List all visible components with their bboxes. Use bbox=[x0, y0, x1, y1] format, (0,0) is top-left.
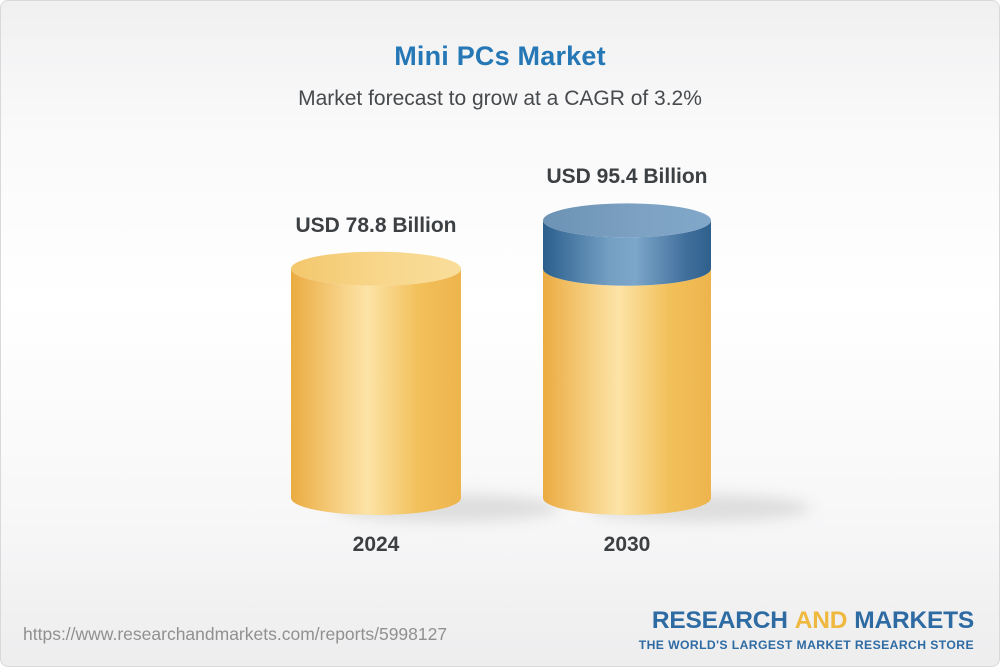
logo-wordmark: RESEARCH AND MARKETS bbox=[639, 607, 974, 635]
bar-value-label-2030: USD 95.4 Billion bbox=[546, 165, 708, 189]
cylinder-bars bbox=[291, 203, 811, 522]
bar-value-label-2024: USD 78.8 Billion bbox=[295, 213, 457, 237]
logo-word-research: RESEARCH bbox=[651, 607, 788, 634]
page-title: Mini PCs Market bbox=[394, 41, 606, 71]
report-url: https://www.researchandmarkets.com/repor… bbox=[23, 624, 448, 644]
bar-category-label-2030: 2030 bbox=[603, 533, 651, 556]
logo-word-markets: MARKETS bbox=[854, 607, 974, 634]
logo-word-and: AND bbox=[794, 607, 848, 634]
logo-tagline: THE WORLD'S LARGEST MARKET RESEARCH STOR… bbox=[638, 638, 974, 652]
cylinder-chart-canvas bbox=[291, 203, 811, 522]
bar-category-label-2024: 2024 bbox=[352, 533, 400, 556]
page-subtitle: Market forecast to grow at a CAGR of 3.2… bbox=[298, 87, 702, 110]
bar-chart: USD 78.8 Billion USD 95.4 Billion 2024 2… bbox=[1, 1, 999, 591]
researchandmarkets-logo: RESEARCH AND MARKETS THE WORLD'S LARGEST… bbox=[639, 607, 974, 652]
